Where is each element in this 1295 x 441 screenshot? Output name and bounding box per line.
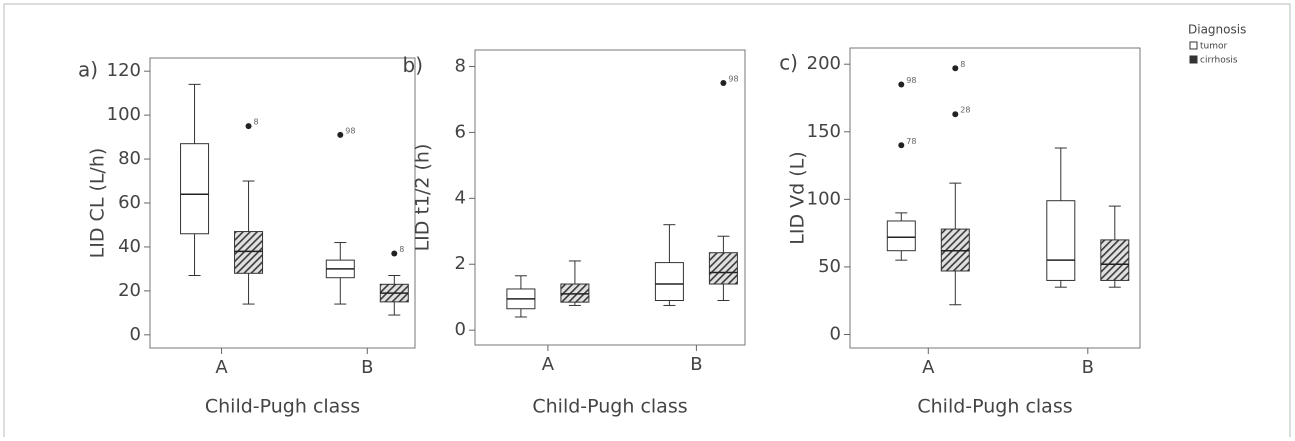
legend-label: tumor [1200,42,1228,52]
legend-swatch [1189,55,1198,64]
plot-frame [849,47,1141,349]
outlier-id: 98 [345,126,355,135]
y-tick-label: 0 [830,323,841,344]
y-tick-label: 80 [118,148,141,169]
x-tick-label: B [361,357,373,378]
x-tick-label: B [1082,357,1094,378]
y-tick-label: 50 [818,256,841,277]
outlier [391,250,398,257]
y-tick-label: 120 [107,60,141,81]
outlier-id: 8 [254,118,259,127]
outlier-id: 78 [906,137,916,146]
y-tick-label: 4 [455,187,466,208]
outlier [952,65,959,72]
legend-label: cirrhosis [1200,56,1238,66]
y-axis-label: LID t1/2 (h) [412,144,434,252]
y-tick-label: 8 [455,55,466,76]
y-tick-label: 150 [807,121,841,142]
x-tick-label: B [690,354,702,375]
outlier-id: 28 [960,106,970,115]
figure-border [3,3,1291,441]
plot-frame [474,49,746,346]
outlier-id: 98 [906,76,916,85]
box [1100,239,1130,281]
box [1046,200,1076,281]
y-axis-label: LID CL (L/h) [87,148,109,259]
y-tick-label: 2 [455,253,466,274]
y-axis-label: LID Vd (L) [787,151,809,244]
outlier-id: 8 [960,60,965,69]
legend-title: Diagnosis [1188,23,1246,37]
outlier [720,79,727,86]
box [180,143,210,235]
y-tick-label: 20 [118,280,141,301]
box [886,220,916,252]
outlier [898,142,905,149]
panel-label: c) [779,51,798,75]
panel-label: b) [403,53,424,77]
panel-label: a) [78,58,98,82]
y-tick-label: 40 [118,236,141,257]
x-tick-label: A [922,357,935,378]
x-axis-label: Child-Pugh class [917,396,1072,418]
outlier [898,81,905,88]
box [654,262,684,302]
x-tick-label: A [542,354,555,375]
box [560,283,590,303]
legend-swatch [1189,41,1198,50]
y-tick-label: 0 [130,324,141,345]
outlier-id: 8 [399,245,404,254]
box [708,252,738,285]
y-tick-label: 100 [107,104,141,125]
x-axis-label: Child-Pugh class [532,396,687,418]
box [234,231,264,274]
y-tick-label: 6 [455,121,466,142]
outlier-id: 98 [728,74,738,83]
y-tick-label: 0 [455,319,466,340]
y-tick-label: 200 [807,53,841,74]
x-tick-label: A [215,357,228,378]
y-tick-label: 60 [118,192,141,213]
outlier [952,111,959,118]
outlier [337,131,344,138]
x-axis-label: Child-Pugh class [205,396,360,418]
outlier [245,123,252,130]
y-tick-label: 100 [807,188,841,209]
